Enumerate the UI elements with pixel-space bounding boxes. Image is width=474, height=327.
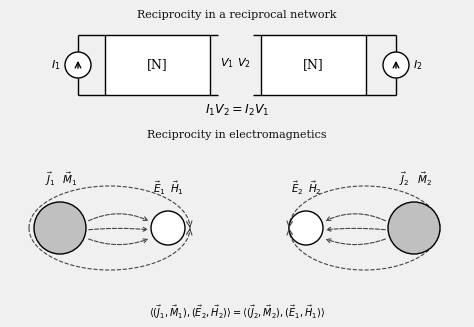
Text: $\vec{H}_1$: $\vec{H}_1$ <box>170 180 184 197</box>
Circle shape <box>383 52 409 78</box>
Text: $I_1$: $I_1$ <box>52 58 61 72</box>
FancyArrowPatch shape <box>89 239 147 245</box>
Circle shape <box>34 202 86 254</box>
Circle shape <box>65 52 91 78</box>
Text: $\vec{E}_2$: $\vec{E}_2$ <box>291 180 303 197</box>
FancyArrowPatch shape <box>327 239 385 245</box>
Text: $\vec{E}_1$: $\vec{E}_1$ <box>153 180 165 197</box>
Text: $\vec{M}_1$: $\vec{M}_1$ <box>63 171 78 188</box>
Text: $\vec{J}_1$: $\vec{J}_1$ <box>45 170 55 188</box>
Text: Reciprocity in a reciprocal network: Reciprocity in a reciprocal network <box>137 10 337 20</box>
FancyArrowPatch shape <box>327 214 385 221</box>
FancyArrowPatch shape <box>89 214 147 221</box>
Text: $\vec{H}_2$: $\vec{H}_2$ <box>308 180 322 197</box>
Bar <box>105 35 210 95</box>
Circle shape <box>388 202 440 254</box>
Text: $\vec{M}_2$: $\vec{M}_2$ <box>417 171 431 188</box>
Text: [N]: [N] <box>303 59 324 72</box>
FancyArrowPatch shape <box>89 227 147 231</box>
Text: $I_1V_2 = I_2V_1$: $I_1V_2 = I_2V_1$ <box>205 103 269 118</box>
Circle shape <box>289 211 323 245</box>
Circle shape <box>151 211 185 245</box>
Text: $I_2$: $I_2$ <box>413 58 422 72</box>
Text: $\langle(\vec{J}_1,\vec{M}_1),(\vec{E}_2,\vec{H}_2)\rangle=\langle(\vec{J}_2,\ve: $\langle(\vec{J}_1,\vec{M}_1),(\vec{E}_2… <box>149 304 325 321</box>
Text: $V_2$: $V_2$ <box>237 56 251 70</box>
Text: $\vec{J}_2$: $\vec{J}_2$ <box>399 170 410 188</box>
Bar <box>261 35 366 95</box>
FancyArrowPatch shape <box>327 227 385 231</box>
Text: $V_1$: $V_1$ <box>220 56 234 70</box>
Text: Reciprocity in electromagnetics: Reciprocity in electromagnetics <box>147 130 327 140</box>
Text: [N]: [N] <box>147 59 168 72</box>
